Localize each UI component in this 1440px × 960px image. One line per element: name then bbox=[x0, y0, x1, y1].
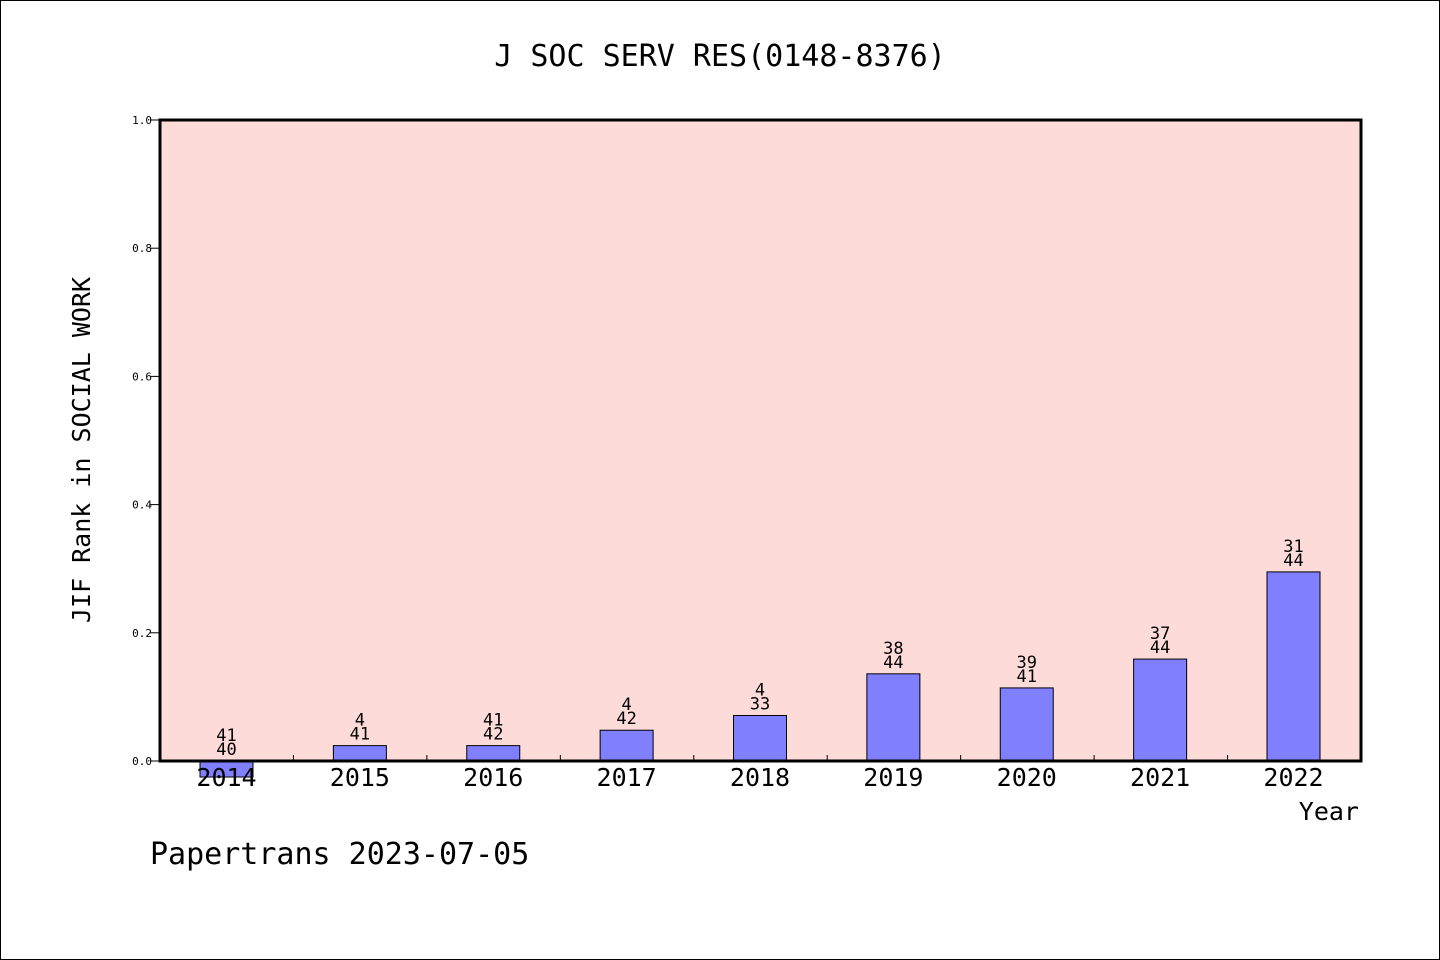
bar-label-top-2017: 4 bbox=[622, 695, 632, 715]
x-tick-label-2016: 2016 bbox=[463, 763, 523, 792]
x-tick-label-2020: 2020 bbox=[997, 763, 1057, 792]
x-tick-label-2022: 2022 bbox=[1263, 763, 1323, 792]
y-axis-label: JIF Rank in SOCIAL WORK bbox=[67, 277, 96, 623]
bar-label-top-2019: 38 bbox=[883, 639, 903, 659]
bar-2015 bbox=[332, 745, 387, 762]
chart-title: J SOC SERV RES(0148-8376) bbox=[494, 39, 946, 74]
x-tick-label-2018: 2018 bbox=[730, 763, 790, 792]
bar-label-top-2021: 37 bbox=[1150, 624, 1170, 644]
bar-label-bottom-2019: 44 bbox=[883, 653, 903, 673]
bar-label-bottom-2020: 41 bbox=[1017, 667, 1037, 687]
bar-label-bottom-2022: 44 bbox=[1283, 551, 1303, 571]
x-tick-label-2019: 2019 bbox=[863, 763, 923, 792]
bar-2017 bbox=[599, 729, 654, 762]
bar-label-top-2014: 41 bbox=[216, 726, 236, 746]
bar-label-bottom-2014: 40 bbox=[216, 740, 236, 760]
footer-credit: Papertrans 2023-07-05 bbox=[150, 837, 529, 872]
x-tick-label-2015: 2015 bbox=[330, 763, 390, 792]
plot-area bbox=[160, 120, 1361, 761]
x-tick-label-2017: 2017 bbox=[597, 763, 657, 792]
bar-label-bottom-2018: 33 bbox=[750, 694, 770, 714]
y-tick-label-0.8: 0.8 bbox=[132, 242, 152, 255]
x-tick-label-2014: 2014 bbox=[196, 763, 256, 792]
bar-label-top-2018: 4 bbox=[755, 680, 765, 700]
y-axis-ticks: 0.0 0.2 0.4 0.6 0.8 1.0 bbox=[132, 114, 160, 768]
bar-2016 bbox=[466, 745, 521, 762]
bar-label-top-2015: 4 bbox=[355, 711, 365, 731]
bar-2022 bbox=[1266, 571, 1321, 762]
x-tick-label-2021: 2021 bbox=[1130, 763, 1190, 792]
y-tick-label-0.0: 0.0 bbox=[132, 755, 152, 768]
x-axis-ticks: 2014 2015 2016 2017 2018 2019 2020 2021 2022 bbox=[196, 755, 1324, 792]
bar-label-top-2020: 39 bbox=[1017, 653, 1037, 673]
bar-2018 bbox=[733, 714, 787, 762]
y-tick-label-0.2: 0.2 bbox=[132, 627, 152, 640]
bar-label-bottom-2016: 42 bbox=[483, 725, 503, 745]
bar-label-bottom-2021: 44 bbox=[1150, 638, 1170, 658]
bar-label-top-2022: 31 bbox=[1283, 537, 1303, 557]
x-axis-label: Year bbox=[1299, 797, 1359, 826]
bar-label-top-2016: 41 bbox=[483, 711, 503, 731]
bar-2020 bbox=[999, 687, 1054, 762]
bar-2019 bbox=[866, 673, 921, 762]
bar-label-bottom-2015: 41 bbox=[350, 725, 370, 745]
y-tick-label-0.6: 0.6 bbox=[132, 370, 152, 383]
y-tick-label-0.4: 0.4 bbox=[132, 499, 152, 512]
bar-label-bottom-2017: 42 bbox=[616, 709, 636, 729]
bar-2021 bbox=[1133, 658, 1188, 762]
plot-border bbox=[158, 118, 1363, 763]
y-tick-label-1.0: 1.0 bbox=[132, 114, 152, 127]
bars-group bbox=[199, 571, 1321, 778]
